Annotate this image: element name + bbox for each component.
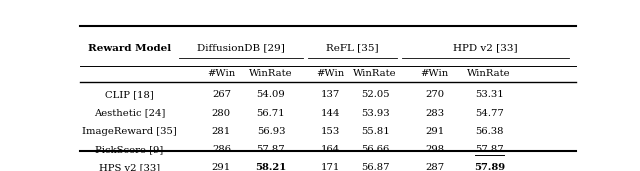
Text: 153: 153 <box>321 127 340 136</box>
Text: 54.77: 54.77 <box>475 109 504 118</box>
Text: 171: 171 <box>321 163 340 171</box>
Text: ImageReward [35]: ImageReward [35] <box>82 127 177 136</box>
Text: ReFL [35]: ReFL [35] <box>326 44 379 53</box>
Text: PickScore [9]: PickScore [9] <box>95 145 164 154</box>
Text: 281: 281 <box>212 127 231 136</box>
Text: 291: 291 <box>425 127 444 136</box>
Text: 53.93: 53.93 <box>361 109 389 118</box>
Text: 56.71: 56.71 <box>257 109 285 118</box>
Text: CLIP [18]: CLIP [18] <box>105 90 154 99</box>
Text: 56.38: 56.38 <box>475 127 504 136</box>
Text: 58.21: 58.21 <box>255 163 287 171</box>
Text: 53.31: 53.31 <box>475 90 504 99</box>
Text: Aesthetic [24]: Aesthetic [24] <box>94 109 165 118</box>
Text: 56.66: 56.66 <box>361 145 389 154</box>
Text: 270: 270 <box>425 90 444 99</box>
Text: 137: 137 <box>321 90 340 99</box>
Text: 280: 280 <box>212 109 231 118</box>
Text: 283: 283 <box>425 109 444 118</box>
Text: #Win: #Win <box>207 69 236 78</box>
Text: #Win: #Win <box>316 69 344 78</box>
Text: 57.87: 57.87 <box>475 145 504 154</box>
Text: #Win: #Win <box>420 69 449 78</box>
Text: 286: 286 <box>212 145 231 154</box>
Text: HPD v2 [33]: HPD v2 [33] <box>453 44 518 53</box>
Text: 164: 164 <box>321 145 340 154</box>
Text: 267: 267 <box>212 90 231 99</box>
Text: 55.81: 55.81 <box>361 127 390 136</box>
Text: 52.05: 52.05 <box>361 90 389 99</box>
Text: DiffusionDB [29]: DiffusionDB [29] <box>197 44 285 53</box>
Text: 144: 144 <box>321 109 340 118</box>
Text: 287: 287 <box>425 163 444 171</box>
Text: 57.87: 57.87 <box>257 145 285 154</box>
Text: 56.87: 56.87 <box>361 163 389 171</box>
Text: 56.93: 56.93 <box>257 127 285 136</box>
Text: HPS v2 [33]: HPS v2 [33] <box>99 163 160 171</box>
Text: WinRate: WinRate <box>353 69 397 78</box>
Text: 57.89: 57.89 <box>474 163 505 171</box>
Text: WinRate: WinRate <box>467 69 511 78</box>
Text: Reward Model: Reward Model <box>88 44 171 53</box>
Text: WinRate: WinRate <box>249 69 292 78</box>
Text: 298: 298 <box>425 145 444 154</box>
Text: 54.09: 54.09 <box>257 90 285 99</box>
Text: 291: 291 <box>212 163 231 171</box>
